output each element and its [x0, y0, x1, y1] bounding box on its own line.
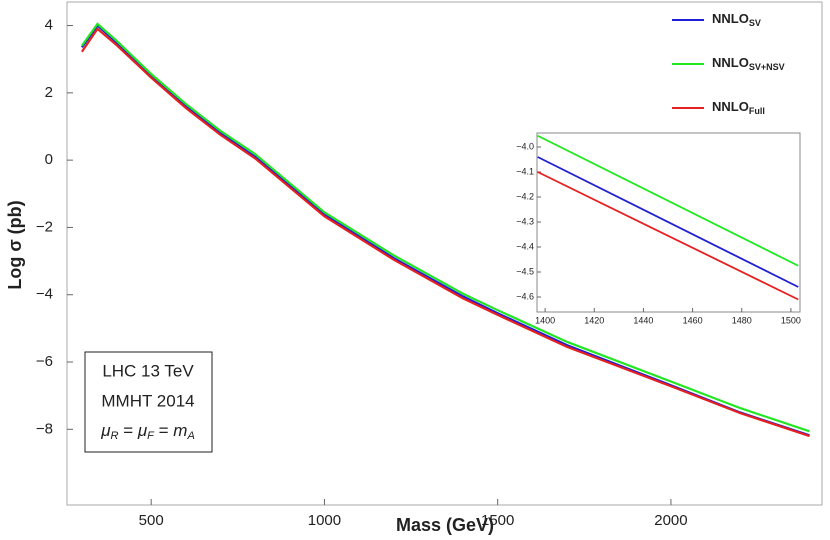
- y-axis-title: Log σ (pb): [5, 200, 25, 289]
- formula: μR = μF = mA: [100, 421, 195, 441]
- x-tick-label: 1480: [732, 315, 752, 325]
- y-tick-label: 0: [45, 151, 53, 168]
- formula-part: μ: [137, 421, 148, 440]
- x-tick-label: 1420: [584, 315, 604, 325]
- series-line: [80, 27, 810, 438]
- y-tick-label: −4.0: [516, 141, 534, 151]
- annotation-box: [84, 351, 213, 453]
- formula-sub: R: [111, 430, 119, 442]
- y-tick-label: −6: [36, 353, 53, 370]
- series-line: [537, 134, 799, 267]
- x-tick-label: 2000: [654, 512, 687, 529]
- x-tick-label: 1500: [781, 315, 801, 325]
- x-tick-label: 1400: [535, 315, 555, 325]
- y-tick-label: −8: [36, 420, 53, 437]
- x-tick-label: 1500: [481, 512, 514, 529]
- annotation: LHC 13 TeV: [102, 361, 194, 380]
- x-tick-label: 1440: [633, 315, 653, 325]
- series-line: [81, 23, 810, 437]
- formula-part: m: [173, 421, 187, 440]
- formula-part: =: [118, 421, 137, 440]
- y-tick-label: −4.5: [516, 266, 534, 276]
- y-tick-label: −4.2: [516, 191, 534, 201]
- legend-subscript: Full: [749, 106, 765, 116]
- legend-label: NNLOSV+NSV: [712, 55, 785, 72]
- y-tick-label: −4.1: [516, 166, 534, 176]
- legend-name: NNLO: [712, 55, 749, 70]
- y-tick-label: −2: [36, 218, 53, 235]
- y-tick-label: 4: [45, 17, 53, 34]
- legend-subscript: SV: [749, 18, 761, 28]
- y-tick-label: −4: [36, 286, 53, 303]
- x-tick-label: 500: [139, 512, 164, 529]
- formula-sub: F: [147, 430, 155, 442]
- x-axis-title: Mass (GeV): [396, 515, 494, 535]
- legend-name: NNLO: [712, 99, 749, 114]
- y-tick-label: −4.6: [516, 291, 534, 301]
- y-tick-label: −4.3: [516, 216, 534, 226]
- formula-sub: A: [186, 430, 194, 442]
- legend-subscript: SV+NSV: [749, 62, 785, 72]
- legend-label: NNLOFull: [712, 99, 765, 116]
- legend-name: NNLO: [712, 11, 749, 26]
- formula-part: μ: [100, 421, 111, 440]
- series-line: [537, 156, 799, 288]
- series-line: [81, 22, 810, 433]
- legend-label: NNLOSV: [712, 11, 761, 28]
- x-tick-label: 1460: [683, 315, 703, 325]
- y-tick-label: 2: [45, 84, 53, 101]
- x-tick-label: 1000: [308, 512, 341, 529]
- formula-part: =: [154, 421, 173, 440]
- annotation: MMHT 2014: [101, 391, 194, 410]
- series-line: [537, 171, 799, 301]
- plot-frame: [66, 1, 823, 506]
- y-tick-label: −4.4: [516, 241, 534, 251]
